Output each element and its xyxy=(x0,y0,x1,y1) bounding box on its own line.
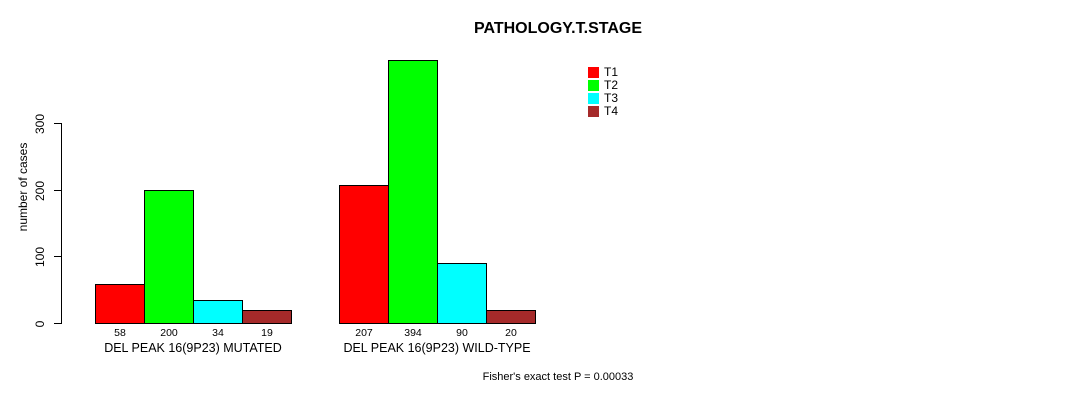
legend-item: T1 xyxy=(588,66,618,79)
bar xyxy=(95,284,145,324)
legend-swatch xyxy=(588,106,599,117)
bar xyxy=(437,263,487,324)
legend-swatch xyxy=(588,93,599,104)
legend-swatch xyxy=(588,67,599,78)
bar xyxy=(242,310,292,324)
bar-value-label: 394 xyxy=(404,327,422,339)
y-tick xyxy=(54,123,61,124)
y-tick-label: 200 xyxy=(33,180,47,201)
bar-value-label: 200 xyxy=(160,327,178,339)
stat-annotation: Fisher's exact test P = 0.00033 xyxy=(482,371,634,383)
bar-value-label: 20 xyxy=(505,327,517,339)
legend-label: T3 xyxy=(604,91,619,105)
bar xyxy=(486,310,536,324)
legend-item: T3 xyxy=(588,92,618,105)
y-tick-label: 300 xyxy=(33,113,47,134)
legend-label: T2 xyxy=(604,78,619,92)
bar-value-label: 58 xyxy=(114,327,126,339)
legend-item: T2 xyxy=(588,79,618,92)
bar xyxy=(339,185,389,324)
bar-value-label: 90 xyxy=(456,327,468,339)
y-tick xyxy=(54,323,61,324)
y-tick xyxy=(54,190,61,191)
bar-value-label: 207 xyxy=(355,327,373,339)
y-tick-label: 0 xyxy=(33,320,47,327)
legend-swatch xyxy=(588,80,599,91)
group-label: DEL PEAK 16(9P23) MUTATED xyxy=(104,341,282,355)
y-axis-line xyxy=(61,123,62,324)
bar xyxy=(388,60,438,324)
y-axis-label: number of cases xyxy=(16,142,30,232)
bar xyxy=(144,190,194,324)
legend-label: T1 xyxy=(604,65,619,79)
bar xyxy=(193,300,243,324)
legend-item: T4 xyxy=(588,105,618,118)
chart-title: PATHOLOGY.T.STAGE xyxy=(473,20,643,37)
y-tick xyxy=(54,256,61,257)
y-tick-label: 100 xyxy=(33,246,47,267)
group-label: DEL PEAK 16(9P23) WILD-TYPE xyxy=(343,341,531,355)
bar-value-label: 19 xyxy=(261,327,273,339)
legend-label: T4 xyxy=(604,104,619,118)
bar-value-label: 34 xyxy=(212,327,224,339)
